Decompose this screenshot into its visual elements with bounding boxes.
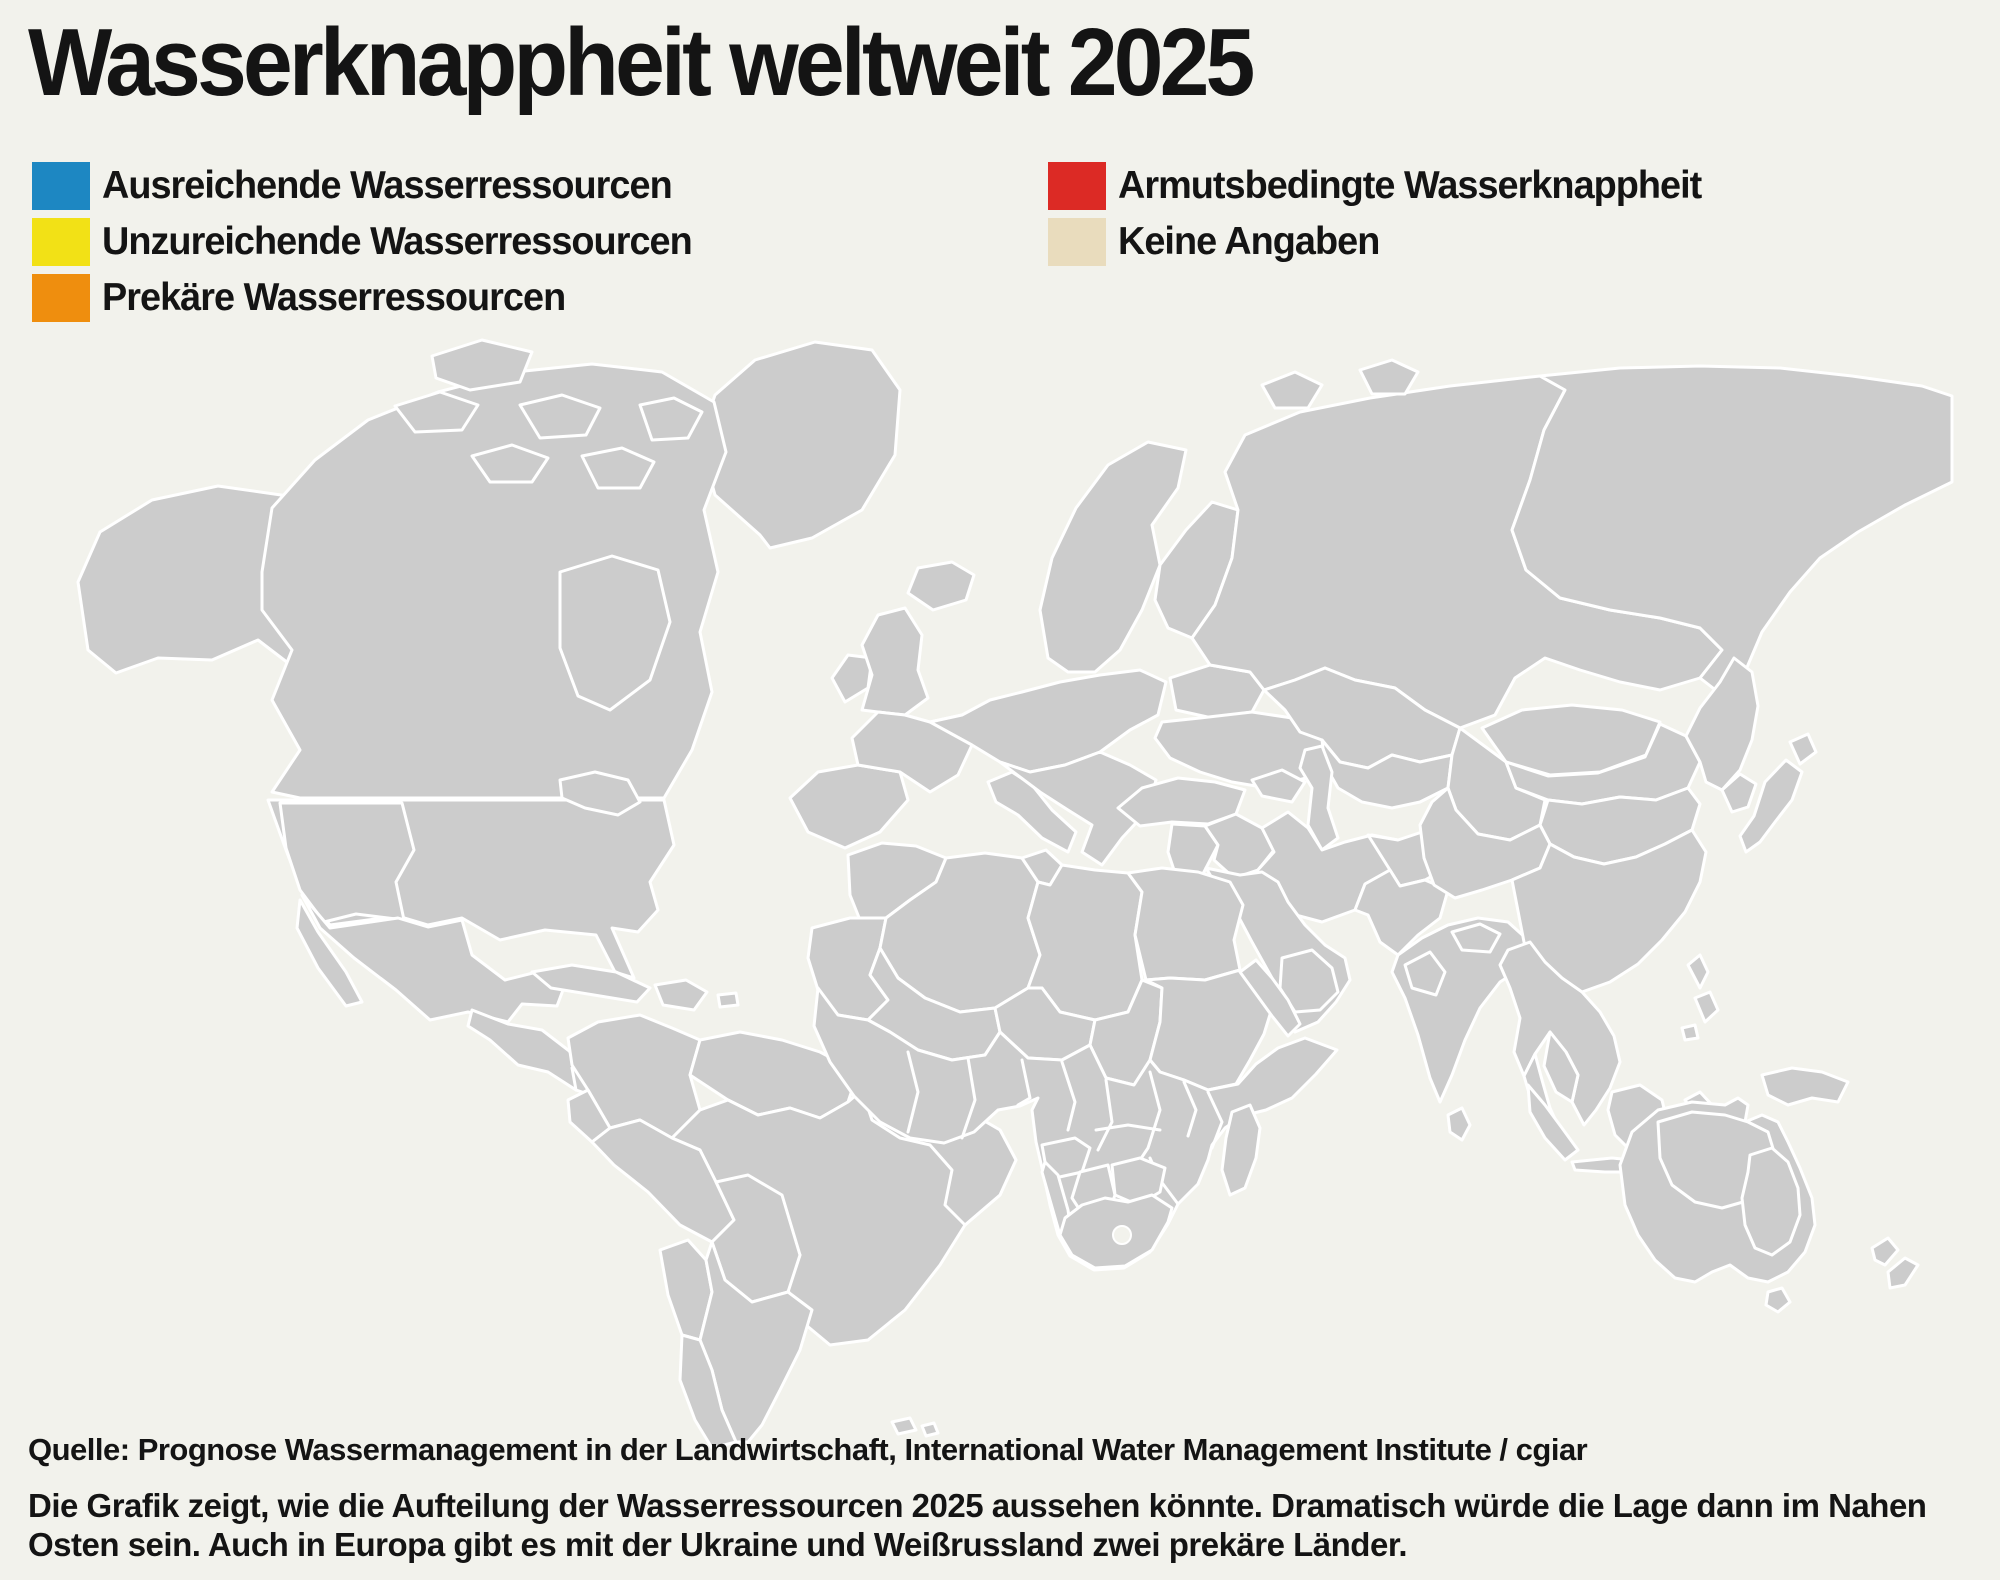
region-southeast-asia bbox=[1498, 940, 1622, 1127]
hudson-bay bbox=[558, 554, 672, 712]
border-line bbox=[1060, 1060, 1077, 1132]
region-arctic-island bbox=[1358, 358, 1420, 396]
region-puerto-rico bbox=[716, 991, 740, 1009]
legend-label-sufficient: Ausreichende Wasserressourcen bbox=[102, 164, 673, 207]
legend-label-poverty: Armutsbedingte Wasserknappheit bbox=[1118, 164, 1702, 207]
legend-label-insufficient: Unzureichende Wasserressourcen bbox=[102, 220, 693, 263]
caspian-sea bbox=[1298, 744, 1340, 852]
region-arctic-island bbox=[393, 390, 480, 434]
region-madagascar bbox=[1220, 1103, 1262, 1197]
region-island-speck bbox=[920, 1421, 940, 1438]
region-arctic-island bbox=[580, 446, 656, 490]
region-new-zealand bbox=[1886, 1256, 1920, 1290]
region-arctic-island bbox=[470, 443, 550, 484]
region-arctic-island bbox=[638, 396, 704, 442]
legend-swatch-sufficient bbox=[32, 162, 90, 210]
region-turkey bbox=[1116, 776, 1247, 828]
great-lakes bbox=[558, 770, 642, 817]
lesotho-hole bbox=[1112, 1225, 1132, 1245]
legend-swatch-precarious bbox=[32, 274, 90, 322]
region-pakistan bbox=[1353, 868, 1450, 957]
region-northeast-china bbox=[1684, 656, 1760, 792]
region-baja-california bbox=[295, 898, 364, 1008]
region-scandinavia bbox=[1038, 440, 1188, 674]
region-mexico bbox=[300, 893, 568, 1024]
region-india-north bbox=[1450, 922, 1502, 954]
legend-swatch-no-data bbox=[1048, 218, 1106, 266]
region-korea bbox=[1720, 772, 1758, 814]
border-line bbox=[1206, 1090, 1224, 1150]
region-hokkaido bbox=[1788, 732, 1818, 766]
border-line bbox=[1094, 1123, 1162, 1132]
region-chile-south bbox=[678, 1333, 738, 1450]
legend-swatch-insufficient bbox=[32, 218, 90, 266]
region-iberia bbox=[788, 763, 910, 850]
region-argentina bbox=[698, 1240, 814, 1444]
legend-swatch-poverty bbox=[1048, 162, 1106, 210]
region-us-southwest bbox=[278, 801, 416, 924]
caption-text: Die Grafik zeigt, wie die Aufteilung der… bbox=[28, 1487, 1927, 1563]
region-philippines bbox=[1680, 1023, 1700, 1042]
region-cuba bbox=[530, 963, 652, 1004]
region-tasmania bbox=[1764, 1286, 1792, 1314]
page-title: Wasserknappheit weltweit 2025 bbox=[28, 9, 1255, 116]
region-hispaniola bbox=[653, 978, 709, 1012]
border-line bbox=[960, 1056, 977, 1140]
region-sri-lanka bbox=[1446, 1106, 1472, 1142]
region-eritrea bbox=[1238, 958, 1302, 1038]
source-line: Quelle: Prognose Wassermanagement in der… bbox=[28, 1432, 1588, 1467]
region-greenland bbox=[698, 340, 902, 550]
region-new-zealand bbox=[1870, 1236, 1900, 1267]
region-india-northwest bbox=[1403, 950, 1447, 997]
border-line bbox=[1096, 1078, 1114, 1152]
region-caucasus bbox=[1250, 768, 1307, 804]
region-new-guinea bbox=[1760, 1066, 1850, 1107]
world-map bbox=[0, 310, 2000, 1450]
border-line bbox=[1016, 1058, 1032, 1107]
region-australia-southeast bbox=[1740, 1146, 1802, 1257]
region-falkland bbox=[890, 1416, 918, 1436]
legend: Ausreichende Wasserressourcen Unzureiche… bbox=[0, 0, 2000, 330]
region-laos-cambodia bbox=[1542, 1030, 1580, 1104]
region-iceland bbox=[906, 560, 976, 612]
region-egypt bbox=[1126, 866, 1245, 982]
region-zimbabwe bbox=[1110, 1156, 1167, 1207]
region-uk bbox=[860, 606, 930, 717]
region-philippines bbox=[1686, 953, 1710, 990]
border-line bbox=[906, 1050, 920, 1134]
region-philippines bbox=[1693, 990, 1720, 1024]
border-line bbox=[1182, 1080, 1198, 1138]
region-arctic-island bbox=[1260, 370, 1324, 410]
legend-label-precarious: Prekäre Wasserressourcen bbox=[102, 276, 566, 319]
legend-label-no-data: Keine Angaben bbox=[1118, 220, 1380, 263]
region-arctic-island bbox=[430, 338, 534, 392]
region-sumatra bbox=[1526, 1083, 1580, 1162]
region-balkans bbox=[998, 750, 1158, 867]
region-japan bbox=[1738, 758, 1804, 854]
region-arctic-island bbox=[518, 393, 602, 440]
